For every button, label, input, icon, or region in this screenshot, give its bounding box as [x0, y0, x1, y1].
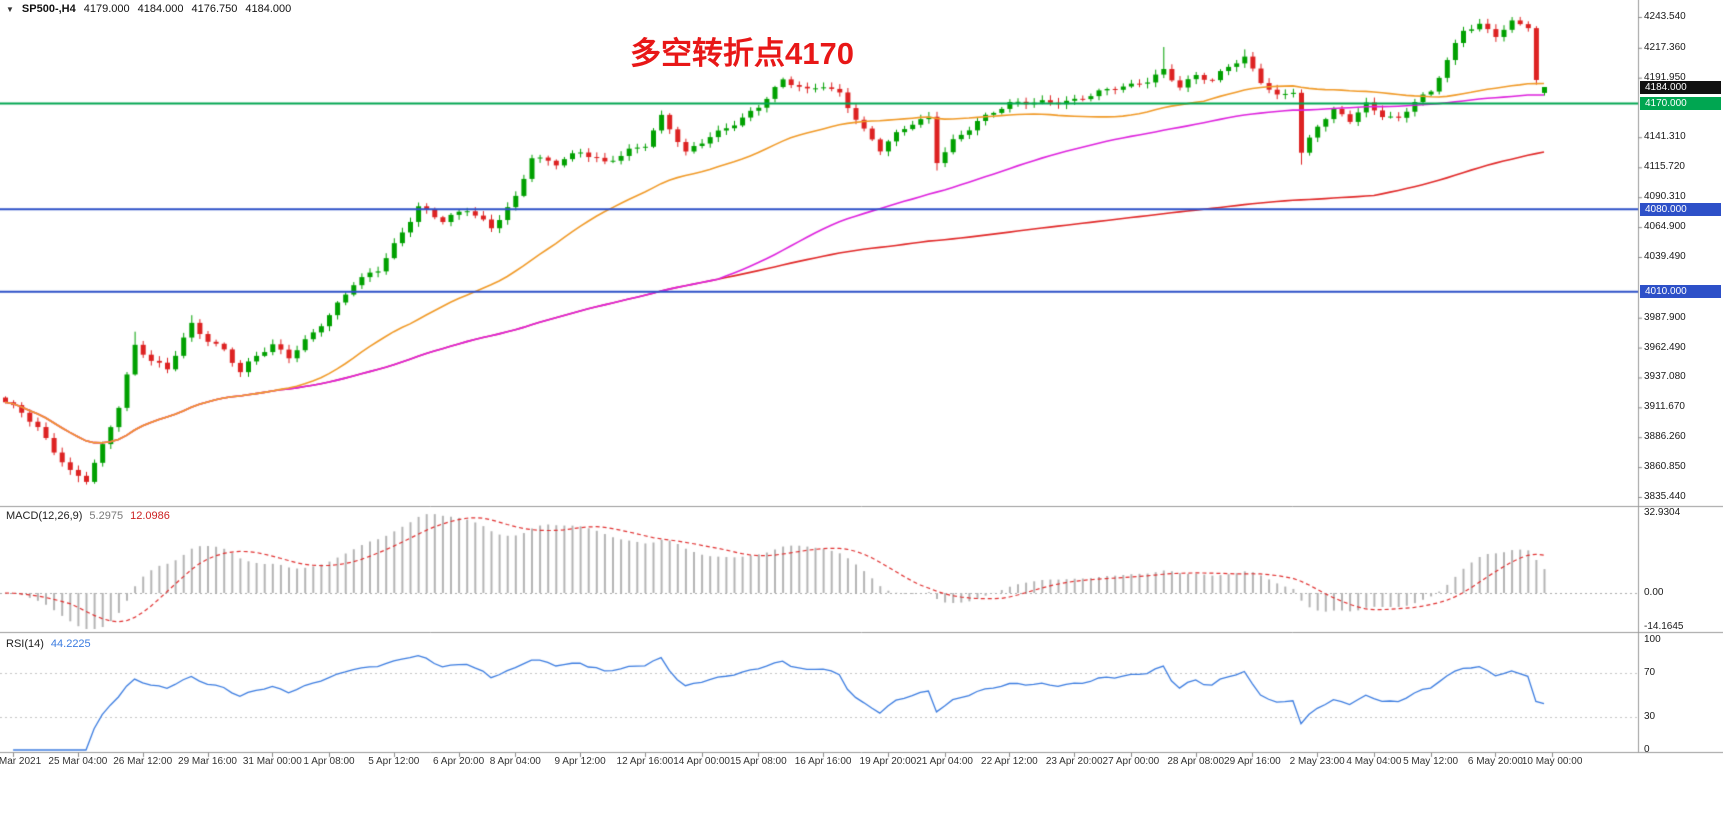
symbol-dropdown-icon[interactable]: ▼ [6, 4, 14, 14]
price-axis-label: 4039.490 [1644, 251, 1686, 262]
price-axis-label: 4243.540 [1644, 11, 1686, 22]
time-axis-label: 12 Apr 16:00 [616, 756, 674, 767]
time-axis-label: 15 Apr 08:00 [729, 756, 787, 767]
time-axis-label: 29 Apr 16:00 [1224, 756, 1281, 767]
price-axis[interactable]: 4243.540 4217.360 4191.950 4141.310 4115.720… [1639, 0, 1723, 755]
low-value: 4176.750 [191, 3, 238, 15]
price-axis-label: 4141.310 [1644, 131, 1686, 143]
open-value: 4179.000 [83, 3, 130, 15]
macd-axis-label: 32.9304 [1644, 506, 1681, 518]
time-axis-label: 16 Apr 16:00 [794, 756, 852, 767]
time-axis-label: 6 May 20:00 [1467, 756, 1523, 767]
rsi-axis-label: 100 [1644, 634, 1661, 645]
price-badge: 4170.000 [1640, 96, 1721, 110]
time-axis[interactable]: 23 Mar 2021 25 Mar 04:00 26 Mar 12:00 29 Ma… [0, 753, 1723, 771]
rsi-name: RSI(14) [6, 638, 44, 650]
time-axis-label: 5 Apr 12:00 [368, 756, 420, 767]
macd-name: MACD(12,26,9) [6, 510, 83, 522]
ohlc-info-bar: ▼ SP500-,H4 4179.000 4184.000 4176.750 4… [6, 3, 291, 15]
price-badge: 4010.000 [1640, 285, 1721, 299]
time-axis-label: 1 Apr 08:00 [303, 756, 355, 767]
price-badge: 4080.000 [1640, 202, 1721, 216]
high-value: 4184.000 [137, 3, 184, 15]
macd-indicator-label: MACD(12,26,9) 5.2975 12.0986 [6, 510, 170, 522]
price-axis-label: 3911.670 [1644, 401, 1685, 413]
time-axis-label: 8 Apr 04:00 [489, 756, 541, 767]
price-badge: 4184.000 [1640, 80, 1721, 94]
price-axis-label: 3860.850 [1644, 461, 1686, 473]
rsi-indicator-label: RSI(14) 44.2225 [6, 638, 91, 650]
time-axis-label: 21 Apr 04:00 [916, 756, 973, 767]
price-axis-label: 4090.310 [1644, 191, 1686, 203]
price-axis-label: 4217.360 [1644, 41, 1686, 53]
price-axis-label: 3835.440 [1644, 491, 1686, 502]
close-value: 4184.000 [245, 3, 292, 15]
time-axis-label: 23 Apr 20:00 [1045, 756, 1103, 767]
price-axis-label: 3962.490 [1644, 341, 1686, 353]
time-axis-label: 28 Apr 08:00 [1167, 756, 1225, 767]
macd-axis-label: -14.1645 [1644, 621, 1684, 633]
time-axis-label: 27 Apr 00:00 [1102, 756, 1160, 767]
time-axis-label: 26 Mar 12:00 [113, 756, 173, 767]
price-axis-label: 3937.080 [1644, 371, 1686, 383]
rsi-axis-label: 0 [1644, 744, 1650, 755]
price-axis-label: 4191.950 [1644, 71, 1686, 83]
time-axis-label: 6 Apr 20:00 [433, 756, 485, 767]
time-axis-label: 4 May 04:00 [1346, 756, 1402, 767]
chart-annotation-text[interactable]: 多空转折点4170 [630, 36, 854, 71]
time-axis-label: 31 Mar 00:00 [242, 756, 302, 767]
time-axis-label: 2 May 23:00 [1289, 756, 1345, 767]
rsi-value: 44.2225 [50, 638, 91, 650]
time-axis-label: 9 Apr 12:00 [554, 756, 606, 767]
rsi-axis-label: 70 [1644, 667, 1656, 678]
price-axis-label: 3886.260 [1644, 431, 1686, 443]
symbol-timeframe-label: SP500-,H4 [21, 3, 76, 15]
price-axis-label: 4064.900 [1644, 221, 1686, 233]
price-axis-label: 4115.720 [1644, 161, 1685, 173]
rsi-axis-label: 30 [1644, 711, 1656, 722]
macd-axis-label: 0.00 [1644, 587, 1664, 598]
time-axis-label: 14 Apr 00:00 [673, 756, 730, 767]
macd-signal-value: 12.0986 [130, 510, 170, 522]
time-axis-label: 10 May 00:00 [1521, 756, 1583, 767]
time-axis-label: 25 Mar 04:00 [48, 756, 108, 767]
time-axis-label: 5 May 12:00 [1403, 756, 1459, 767]
macd-value: 5.2975 [89, 510, 124, 522]
time-axis-label: 22 Apr 12:00 [981, 756, 1038, 767]
time-axis-label: 29 Mar 16:00 [178, 756, 237, 767]
time-axis-label: 19 Apr 20:00 [859, 756, 917, 767]
price-axis-label: 3987.900 [1644, 311, 1686, 323]
time-axis-label: 23 Mar 2021 [0, 756, 42, 767]
